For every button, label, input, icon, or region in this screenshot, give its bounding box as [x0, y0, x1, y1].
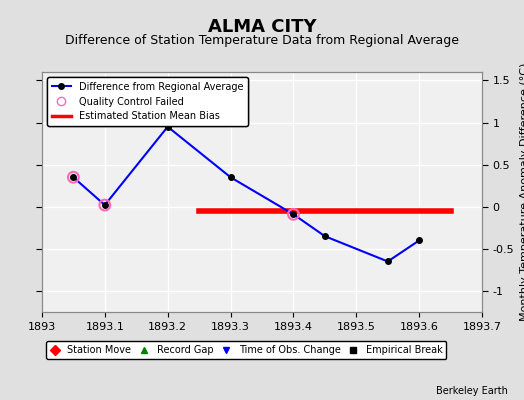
Y-axis label: Monthly Temperature Anomaly Difference (°C): Monthly Temperature Anomaly Difference (…: [520, 63, 524, 321]
Text: ALMA CITY: ALMA CITY: [208, 18, 316, 36]
Legend: Station Move, Record Gap, Time of Obs. Change, Empirical Break: Station Move, Record Gap, Time of Obs. C…: [46, 341, 446, 359]
Text: Difference of Station Temperature Data from Regional Average: Difference of Station Temperature Data f…: [65, 34, 459, 47]
Text: Berkeley Earth: Berkeley Earth: [436, 386, 508, 396]
Point: [69, 174, 78, 180]
Point: [289, 211, 298, 218]
Point: [101, 202, 109, 208]
Legend: Difference from Regional Average, Quality Control Failed, Estimated Station Mean: Difference from Regional Average, Qualit…: [47, 77, 248, 126]
